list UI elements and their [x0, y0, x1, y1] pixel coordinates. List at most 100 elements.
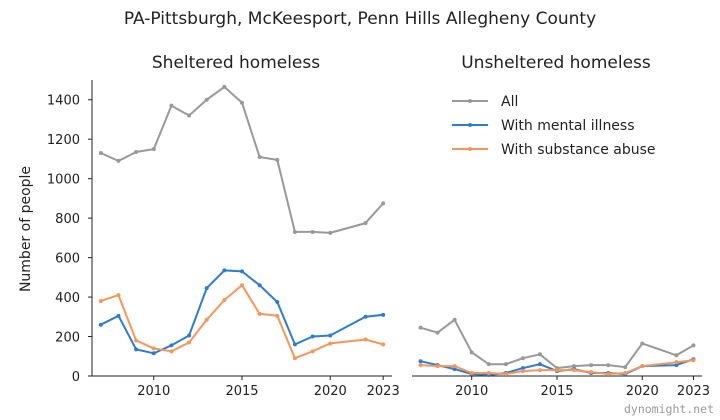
series-line-0	[99, 85, 385, 234]
data-point	[98, 322, 103, 327]
x-tick-label: 2010	[455, 384, 488, 399]
data-point	[151, 351, 156, 356]
data-point	[674, 360, 679, 365]
data-point	[328, 341, 333, 346]
data-point	[469, 371, 474, 376]
data-point	[418, 359, 423, 364]
data-point	[486, 371, 491, 376]
data-point	[169, 103, 174, 108]
data-point	[240, 269, 244, 274]
data-point	[275, 157, 280, 162]
data-point	[257, 283, 262, 288]
data-point	[520, 356, 525, 361]
data-point	[222, 268, 227, 273]
data-point	[435, 364, 440, 369]
data-point	[381, 342, 386, 347]
data-point	[537, 362, 542, 367]
data-point	[674, 353, 679, 358]
legend-item: All	[452, 94, 518, 110]
data-point	[363, 337, 368, 342]
data-point	[623, 371, 628, 376]
x-tick-label: 2020	[314, 384, 347, 399]
data-point	[151, 147, 156, 152]
data-point	[606, 372, 611, 377]
data-point	[116, 158, 121, 163]
data-point	[187, 340, 192, 345]
data-point	[169, 343, 174, 348]
data-point	[418, 363, 423, 368]
y-tick-label: 800	[55, 212, 80, 227]
data-point	[328, 230, 333, 235]
data-point	[204, 317, 209, 322]
data-point	[520, 369, 525, 374]
data-point	[187, 333, 192, 338]
data-point	[606, 363, 611, 368]
data-point	[116, 293, 121, 298]
y-tick-label: 1200	[47, 133, 80, 148]
data-point	[240, 283, 244, 288]
data-point	[98, 151, 103, 156]
data-point	[275, 300, 280, 304]
data-point	[310, 349, 315, 354]
data-point	[292, 342, 297, 347]
y-axis-label: Number of people	[18, 166, 34, 292]
data-point	[363, 314, 368, 319]
data-point	[187, 113, 192, 118]
panel-title-sheltered: Sheltered homeless	[152, 53, 320, 73]
data-point	[222, 298, 227, 303]
data-point	[292, 356, 297, 361]
data-point	[589, 363, 594, 368]
data-point	[537, 352, 542, 357]
data-point	[486, 362, 491, 367]
data-point	[275, 313, 280, 318]
data-point	[555, 368, 559, 373]
panel-title-unsheltered: Unsheltered homeless	[461, 53, 651, 73]
series-line-0	[419, 318, 695, 370]
data-point	[572, 364, 577, 369]
data-point	[589, 370, 594, 375]
data-point	[310, 334, 315, 339]
data-point	[674, 363, 679, 368]
figure-title: PA-Pittsburgh, McKeesport, Penn Hills Al…	[124, 9, 596, 29]
data-point	[381, 312, 386, 317]
data-point	[537, 368, 542, 373]
data-point	[452, 317, 457, 322]
data-point	[328, 333, 333, 338]
y-tick-label: 0	[72, 370, 80, 385]
data-point	[134, 150, 139, 155]
data-point	[292, 229, 297, 234]
data-point	[116, 313, 121, 318]
data-point	[151, 346, 156, 351]
series-line-2	[419, 359, 695, 375]
data-point	[134, 338, 139, 343]
legend-item: With mental illness	[452, 118, 635, 134]
data-point	[691, 343, 696, 348]
data-point	[204, 286, 209, 291]
y-tick-label: 400	[55, 291, 80, 306]
data-point	[640, 341, 645, 346]
legend-item: With substance abuse	[452, 142, 656, 158]
data-point	[435, 330, 440, 335]
data-point	[418, 325, 423, 330]
data-point	[169, 349, 174, 354]
series-line-1	[99, 269, 385, 355]
data-point	[134, 347, 139, 352]
legend-marker	[468, 123, 472, 127]
data-point	[520, 366, 525, 371]
data-point	[452, 367, 457, 372]
panel-0: 2010 2015 2020 2023 0 200 400 600 800 1000 1200 140…	[47, 80, 400, 399]
legend-label: With mental illness	[501, 118, 635, 134]
legend-label: All	[501, 94, 518, 110]
data-point	[222, 84, 227, 89]
data-point	[640, 364, 645, 369]
x-tick-label: 2015	[225, 384, 258, 399]
x-tick-label: 2023	[677, 384, 710, 399]
y-tick-label: 200	[55, 331, 80, 346]
x-tick-label: 2010	[137, 384, 170, 399]
y-tick-label: 1400	[47, 94, 80, 109]
data-point	[381, 201, 386, 206]
data-point	[363, 221, 368, 226]
legend-marker	[468, 147, 472, 151]
data-point	[691, 358, 696, 363]
